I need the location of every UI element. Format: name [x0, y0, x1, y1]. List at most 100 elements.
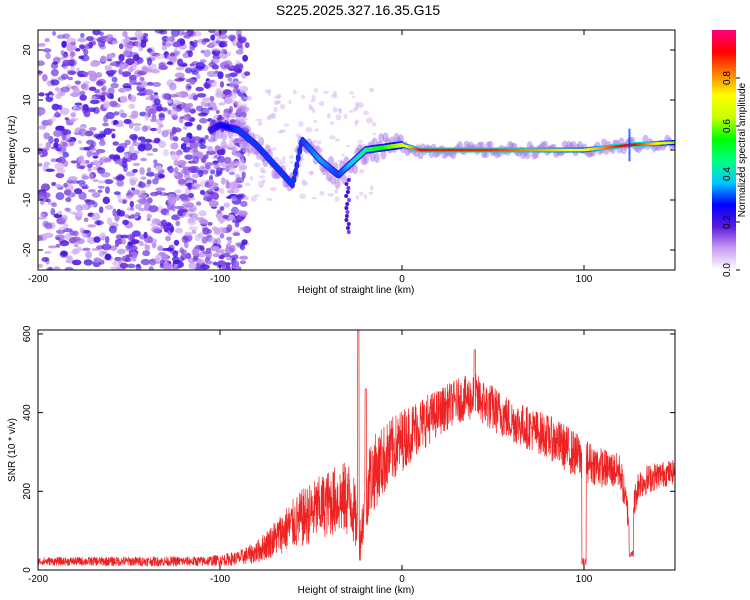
- noise-blob: [239, 158, 245, 165]
- noise-blob: [189, 40, 194, 46]
- y-tick-label: 0: [22, 147, 33, 153]
- noise-blob: [283, 123, 290, 127]
- noise-blob: [183, 201, 189, 206]
- noise-blob: [114, 160, 122, 165]
- noise-blob: [132, 162, 141, 167]
- noise-blob: [137, 80, 148, 88]
- noise-blob: [188, 192, 195, 199]
- noise-blob: [183, 114, 192, 121]
- noise-blob: [215, 92, 226, 99]
- noise-blob: [57, 156, 66, 164]
- noise-blob: [91, 212, 101, 221]
- noise-blob: [189, 79, 196, 85]
- noise-blob: [170, 30, 180, 37]
- noise-blob: [174, 72, 185, 79]
- noise-blob: [92, 151, 100, 156]
- noise-blob: [42, 48, 52, 53]
- ridge-artefact: [628, 128, 631, 132]
- noise-blob: [108, 100, 118, 107]
- noise-blob: [161, 45, 168, 51]
- noise-blob: [130, 207, 135, 211]
- noise-blob: [215, 167, 223, 174]
- noise-blob: [90, 72, 95, 77]
- ridge-spur: [345, 210, 350, 214]
- noise-blob: [45, 52, 51, 60]
- ridge-artefact: [628, 131, 631, 134]
- noise-blob: [163, 263, 172, 270]
- noise-blob: [83, 110, 91, 118]
- noise-blob: [179, 38, 185, 45]
- noise-blob: [230, 196, 238, 202]
- noise-blob: [105, 111, 115, 120]
- noise-blob: [142, 32, 149, 38]
- noise-blob: [222, 214, 229, 219]
- noise-blob: [53, 129, 63, 138]
- noise-blob: [282, 156, 286, 162]
- noise-blob: [129, 152, 138, 161]
- noise-blob: [52, 61, 59, 65]
- noise-blob: [357, 139, 363, 144]
- noise-blob: [62, 59, 72, 67]
- noise-blob: [226, 236, 232, 241]
- noise-blob: [99, 232, 107, 240]
- noise-blob: [240, 117, 249, 121]
- noise-blob: [74, 243, 79, 248]
- noise-blob: [137, 136, 146, 141]
- colorbar: 0.0 0.2 0.4 0.6 0.8 Normalized spectral ampl…: [712, 30, 748, 277]
- noise-blob: [70, 51, 76, 57]
- noise-blob: [327, 112, 331, 119]
- noise-blob: [188, 204, 198, 213]
- noise-blob: [38, 70, 43, 74]
- noise-blob: [47, 266, 53, 270]
- noise-blob: [312, 139, 318, 144]
- spectrogram-y-axis: -20 -10 0 10 20: [22, 44, 675, 257]
- noise-blob: [89, 172, 94, 180]
- noise-blob: [185, 252, 192, 260]
- noise-blob: [41, 73, 48, 82]
- noise-blob: [172, 260, 181, 264]
- noise-blob: [136, 92, 146, 96]
- noise-blob: [141, 65, 149, 74]
- noise-blob: [192, 146, 198, 153]
- noise-blob: [45, 141, 52, 149]
- noise-blob: [140, 157, 148, 162]
- noise-blob: [212, 261, 218, 266]
- noise-blob: [311, 94, 316, 101]
- x-tick-label: -100: [210, 574, 230, 585]
- noise-blob: [191, 248, 199, 256]
- noise-blob: [204, 164, 211, 170]
- noise-blob: [210, 169, 216, 175]
- noise-blob: [195, 86, 204, 92]
- noise-blob: [163, 224, 170, 231]
- noise-blob: [365, 117, 373, 124]
- noise-blob: [161, 93, 170, 100]
- noise-blob: [104, 253, 112, 261]
- noise-blob: [206, 229, 213, 234]
- noise-blob: [59, 107, 70, 116]
- noise-blob: [169, 82, 177, 91]
- ridge-halo: [487, 140, 494, 149]
- ridge-core: [297, 150, 302, 155]
- noise-blob: [135, 203, 142, 210]
- noise-blob: [74, 80, 81, 85]
- noise-blob: [72, 248, 79, 255]
- colorbar-tick-label: 0.4: [722, 167, 733, 181]
- noise-blob: [111, 221, 118, 226]
- noise-blob: [108, 40, 113, 45]
- noise-blob: [228, 171, 236, 176]
- noise-blob: [193, 182, 198, 187]
- noise-blob: [308, 104, 312, 110]
- noise-blob: [165, 235, 171, 242]
- noise-blob: [125, 244, 133, 249]
- noise-blob: [167, 165, 174, 174]
- noise-blob: [55, 236, 61, 241]
- ridge-halo: [352, 164, 359, 175]
- noise-blob: [192, 156, 200, 164]
- ridge-halo: [330, 174, 337, 185]
- noise-blob: [72, 230, 79, 237]
- noise-blob: [219, 233, 225, 239]
- noise-blob: [119, 262, 129, 269]
- x-tick-label: 0: [399, 574, 405, 585]
- noise-blob: [153, 98, 161, 106]
